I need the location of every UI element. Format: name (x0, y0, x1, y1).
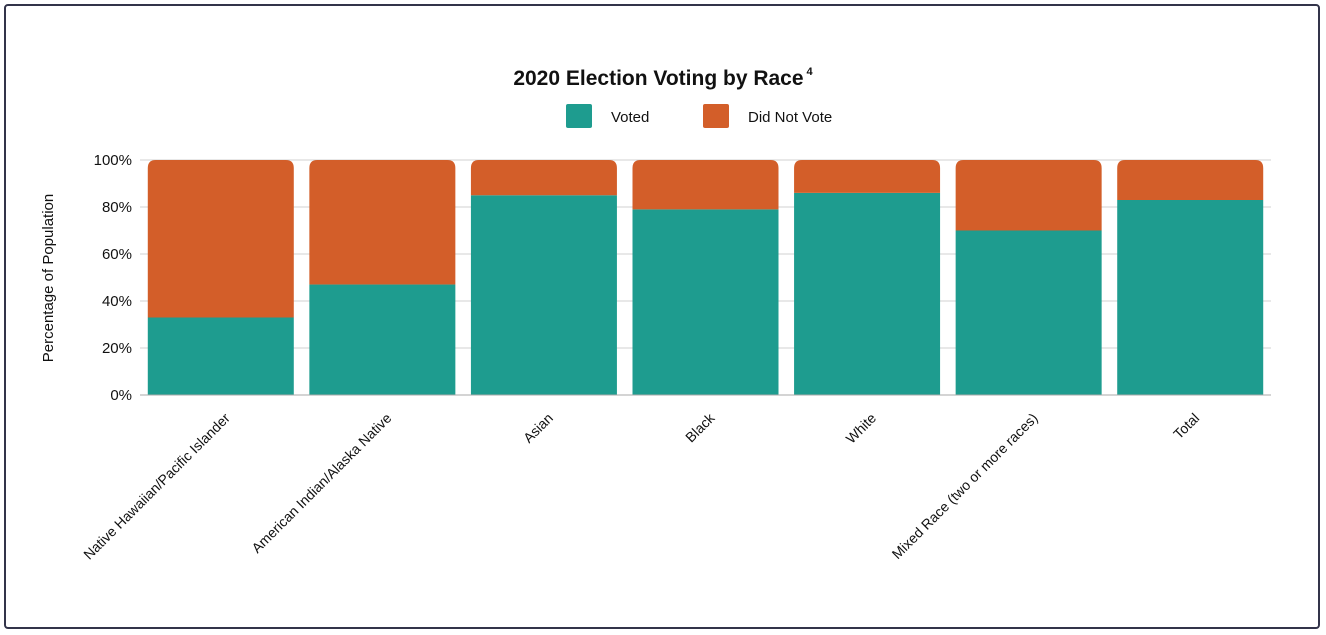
y-tick-label: 0% (110, 387, 132, 404)
bar-segment-did-not-vote (955, 160, 1102, 231)
bar-segment-did-not-vote (1117, 160, 1264, 200)
legend-label-voted: Voted (611, 109, 649, 126)
y-axis-ticks: 0% 20% 40% 60% 80% 100% (94, 152, 132, 404)
bar-segment-voted (794, 192, 941, 395)
x-category-label: Native Hawaiian/Pacific Islander (80, 410, 233, 563)
x-category-label: American Indian/Alaska Native (248, 410, 394, 556)
y-tick-label: 20% (102, 340, 132, 357)
legend-swatch-voted (566, 104, 592, 128)
x-category-label: Total (1170, 410, 1202, 442)
y-tick-label: 80% (102, 199, 132, 216)
chart-title: 2020 Election Voting by Race 4 (513, 66, 813, 90)
bar-group-total (1117, 160, 1264, 395)
bar-group-asian (470, 160, 617, 395)
bar-segment-voted (147, 317, 294, 395)
bar-segment-voted (1117, 199, 1264, 395)
x-axis-category-labels: Native Hawaiian/Pacific Islander American… (80, 409, 1202, 562)
bar-group-mixed-race-two-or-more-races (955, 160, 1102, 395)
y-axis-label: Percentage of Population (40, 194, 57, 362)
bar-segment-did-not-vote (632, 160, 779, 210)
legend: Voted Did Not Vote (566, 104, 832, 128)
y-tick-label: 100% (94, 152, 132, 169)
title-superscript: 4 (807, 66, 814, 78)
x-category-label: Mixed Race (two or more races) (889, 410, 1041, 562)
bar-group-black (632, 160, 779, 395)
x-category-label: Black (682, 409, 718, 445)
bar-group-white (794, 160, 941, 395)
bars (147, 160, 1264, 395)
x-category-label: Asian (520, 410, 556, 446)
bar-segment-did-not-vote (794, 160, 941, 193)
legend-swatch-did-not-vote (703, 104, 729, 128)
x-category-label: White (843, 410, 880, 447)
bar-segment-did-not-vote (309, 160, 456, 285)
bar-segment-voted (632, 209, 779, 395)
bar-segment-did-not-vote (147, 160, 294, 318)
bar-group-american-indian-alaska-native (309, 160, 456, 395)
bar-segment-voted (309, 284, 456, 395)
y-tick-label: 60% (102, 246, 132, 263)
bar-segment-voted (955, 230, 1102, 395)
bar-segment-voted (470, 195, 617, 395)
bar-segment-did-not-vote (470, 160, 617, 196)
y-tick-label: 40% (102, 293, 132, 310)
bar-group-native-hawaiian-pacific-islander (147, 160, 294, 395)
legend-label-did-not-vote: Did Not Vote (748, 109, 832, 126)
